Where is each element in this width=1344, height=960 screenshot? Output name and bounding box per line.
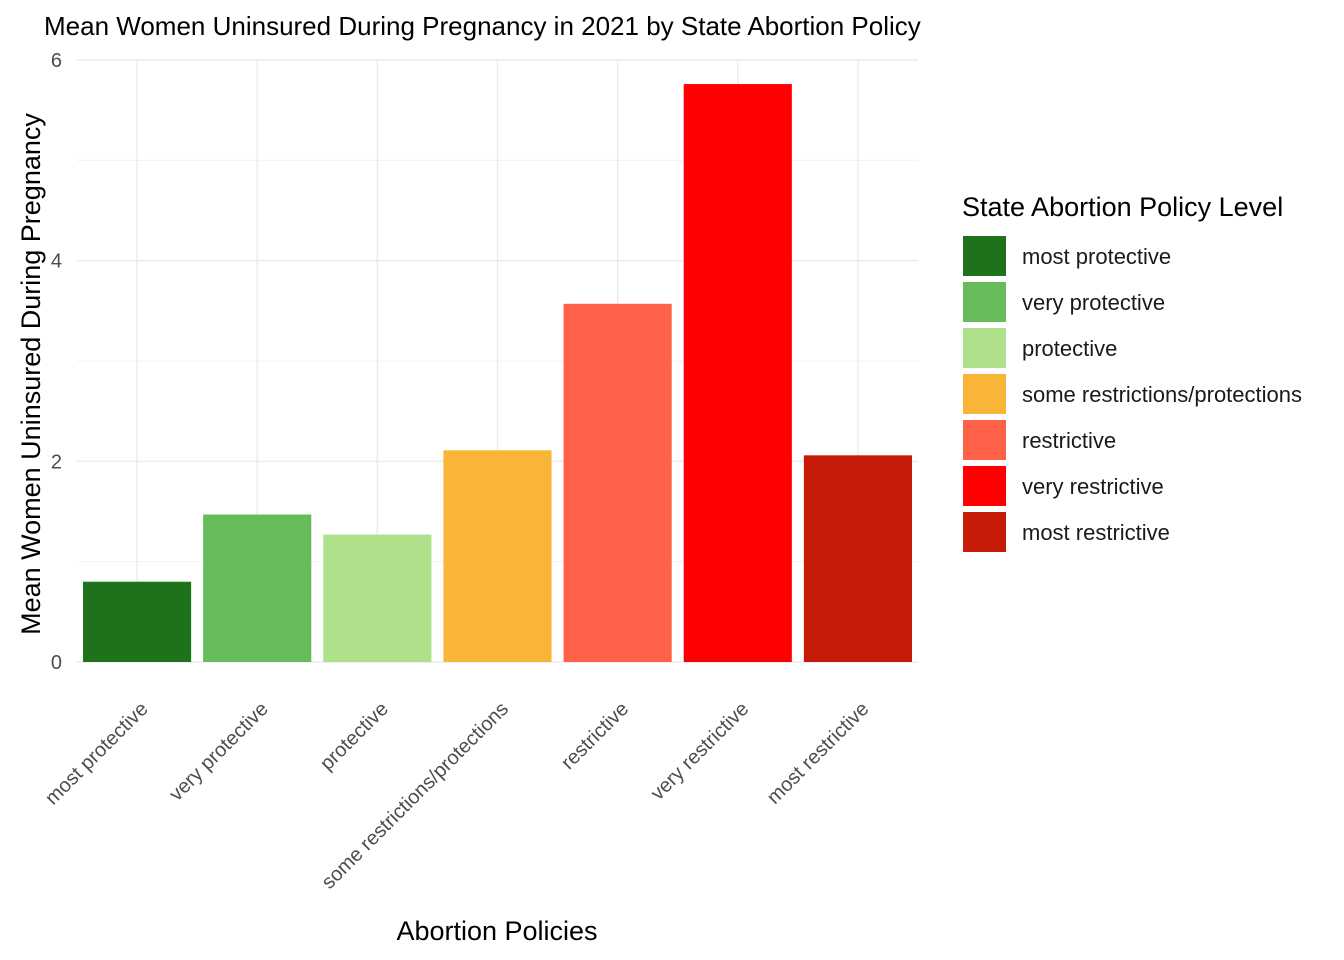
y-tick-label: 6 [51, 50, 62, 72]
x-tick-label: most restrictive [763, 698, 874, 809]
legend-swatch [963, 328, 1006, 368]
legend-label: very protective [1022, 290, 1165, 315]
bar-5 [564, 304, 672, 662]
legend-label: very restrictive [1022, 474, 1164, 499]
bar-3 [323, 535, 431, 662]
x-tick-label: very restrictive [647, 698, 754, 805]
legend-swatch [963, 512, 1006, 552]
legend-label: most protective [1022, 244, 1171, 269]
legend-swatch [963, 374, 1006, 414]
bar-2 [203, 515, 311, 662]
chart-title: Mean Women Uninsured During Pregnancy in… [44, 11, 921, 41]
bar-7 [804, 455, 912, 662]
x-axis-title: Abortion Policies [396, 916, 597, 946]
legend-swatch [963, 466, 1006, 506]
legend-label: protective [1022, 336, 1117, 361]
legend-swatch [963, 282, 1006, 322]
legend: State Abortion Policy Level most protect… [962, 192, 1302, 552]
bar-1 [83, 582, 191, 662]
y-tick-label: 2 [51, 451, 62, 473]
x-tick-label: most protective [41, 698, 152, 809]
legend-label: most restrictive [1022, 520, 1170, 545]
x-axis-ticks: most protective very protective protective… [41, 698, 873, 894]
bar-4 [443, 450, 551, 662]
y-axis-ticks: 0 2 4 6 [51, 50, 62, 674]
x-tick-label: restrictive [557, 698, 633, 774]
bar-6 [684, 84, 792, 662]
legend-label: some restrictions/protections [1022, 382, 1302, 407]
y-axis-title: Mean Women Uninsured During Pregnancy [16, 113, 46, 635]
y-tick-label: 0 [51, 652, 62, 674]
legend-swatch [963, 420, 1006, 460]
legend-label: restrictive [1022, 428, 1116, 453]
legend-title: State Abortion Policy Level [962, 192, 1283, 222]
y-tick-label: 4 [51, 251, 62, 273]
x-tick-label: very protective [165, 698, 273, 806]
legend-swatch [963, 236, 1006, 276]
x-tick-label: protective [316, 698, 393, 775]
